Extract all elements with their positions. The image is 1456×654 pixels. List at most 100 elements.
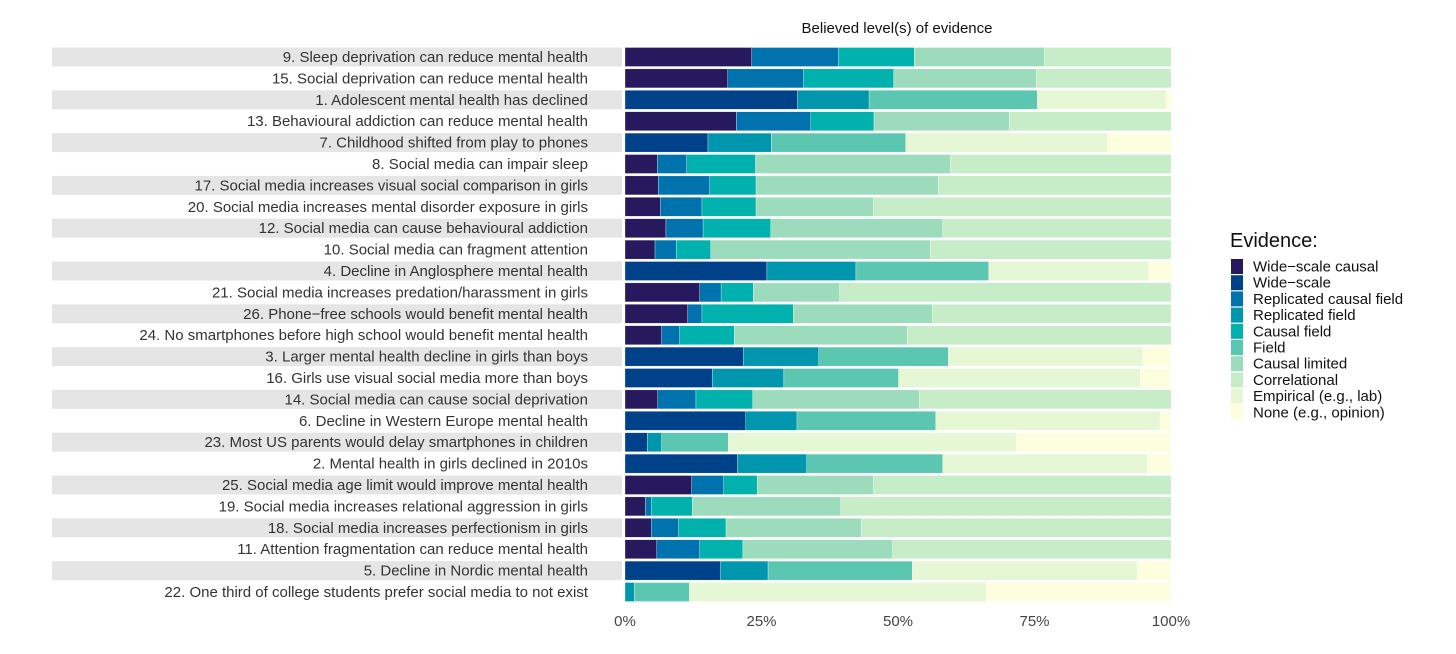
bar-segment	[665, 218, 704, 238]
bar-segment	[806, 453, 943, 474]
bar-segment	[687, 304, 703, 324]
label-band	[52, 518, 622, 538]
bar-segment	[624, 132, 709, 153]
bar-segment	[793, 304, 933, 324]
bar-segment	[838, 47, 915, 67]
bar-segment	[701, 304, 794, 324]
bar-segment	[624, 111, 737, 131]
bar-segment	[692, 496, 841, 517]
bar-segment	[1142, 346, 1172, 367]
label-band	[52, 175, 622, 195]
bar-segment	[1016, 432, 1172, 452]
bar-segment	[651, 496, 693, 517]
label-band	[52, 347, 622, 367]
bar-segment	[699, 282, 722, 303]
bar-segment	[905, 132, 1108, 153]
label-bands	[52, 47, 622, 581]
bar-segment	[691, 475, 724, 495]
bar-segment	[756, 475, 874, 495]
legend-label: Correlational	[1253, 372, 1338, 389]
bar-segment	[948, 346, 1143, 367]
bar-segment	[720, 282, 754, 303]
bar-segment	[624, 368, 713, 388]
legend-swatch	[1231, 291, 1243, 307]
x-axis-ticks: 0% 25% 50% 75% 100%	[614, 613, 1190, 630]
legend-swatch	[1231, 307, 1243, 323]
bar-segment	[810, 111, 875, 131]
category-label: 13. Behavioural addiction can reduce men…	[247, 113, 588, 130]
x-tick-label: 25%	[746, 613, 776, 630]
bar-segment	[742, 539, 893, 559]
label-band	[52, 389, 622, 409]
legend-label: Causal field	[1253, 323, 1331, 340]
bar-segment	[861, 518, 1172, 538]
bar-segment	[770, 218, 943, 238]
bar-segment	[624, 518, 652, 538]
label-band	[52, 133, 622, 153]
bar-segment	[624, 154, 658, 174]
category-label: 8. Social media can impair sleep	[372, 156, 588, 173]
legend-title: Evidence:	[1230, 230, 1318, 252]
bar-segment	[873, 475, 1172, 495]
bar-segment	[919, 389, 1172, 410]
category-label: 25. Social media age limit would improve…	[222, 477, 588, 494]
bar-segment	[1147, 453, 1172, 474]
bar-segment	[624, 582, 635, 602]
label-band	[52, 90, 622, 110]
bar-segment	[657, 389, 697, 410]
bar-segment	[942, 218, 1172, 238]
bar-segment	[728, 432, 1017, 452]
bar-segment	[935, 411, 1161, 431]
bar-segment	[695, 389, 753, 410]
label-band	[52, 561, 622, 581]
bar-segment	[1035, 68, 1172, 89]
legend-label: Wide−scale causal	[1253, 259, 1378, 276]
bar-segment	[686, 154, 756, 174]
bar-segment	[753, 282, 840, 303]
bar-segment	[751, 47, 839, 67]
category-label: 17. Social media increases visual social…	[194, 177, 588, 194]
category-label: 21. Social media increases predation/har…	[212, 284, 588, 301]
category-label: 14. Social media can cause social depriv…	[284, 391, 588, 408]
bar-segment	[624, 218, 667, 238]
bar-segment	[699, 539, 744, 559]
bar-segment	[624, 411, 746, 431]
bar-segment	[1148, 261, 1172, 281]
bar-segment	[914, 47, 1045, 67]
bar-segment	[1159, 411, 1172, 431]
bar-segment	[797, 90, 870, 110]
bar-segment	[645, 496, 652, 517]
category-label: 7. Childhood shifted from play to phones	[320, 135, 589, 152]
legend-swatch	[1231, 388, 1243, 404]
bar-segment	[1009, 111, 1172, 131]
bar-segment	[624, 175, 659, 196]
bar-segment	[1107, 132, 1172, 153]
bar-segment	[725, 518, 862, 538]
bar-segment	[624, 475, 692, 495]
bar-segment	[839, 282, 1172, 303]
bar-segment	[938, 175, 1172, 196]
bar-segment	[661, 432, 729, 452]
chart-title: Believed level(s) of evidence	[802, 20, 993, 37]
category-label: 16. Girls use visual social media more t…	[266, 370, 588, 387]
bar-segment	[679, 325, 735, 345]
bar-segment	[1037, 90, 1167, 110]
bar-segment	[745, 411, 798, 431]
label-band	[52, 261, 622, 281]
bar-segment	[723, 475, 758, 495]
bar-segment	[624, 432, 648, 452]
legend-label: Replicated causal field	[1253, 291, 1403, 308]
bar-segment	[661, 325, 680, 345]
bar-segment	[654, 239, 677, 260]
bar-segment	[907, 325, 1172, 345]
bar-segment	[873, 197, 1172, 217]
bar-segment	[720, 560, 769, 581]
category-label: 1. Adolescent mental health has declined	[315, 92, 588, 109]
bar-segment	[803, 68, 894, 89]
bar-segment	[624, 304, 688, 324]
legend-label: Causal limited	[1253, 356, 1347, 373]
category-label: 4. Decline in Anglosphere mental health	[324, 263, 588, 280]
bar-segment	[651, 518, 679, 538]
x-tick-label: 75%	[1019, 613, 1049, 630]
category-label: 9. Sleep deprivation can reduce mental h…	[283, 49, 588, 66]
